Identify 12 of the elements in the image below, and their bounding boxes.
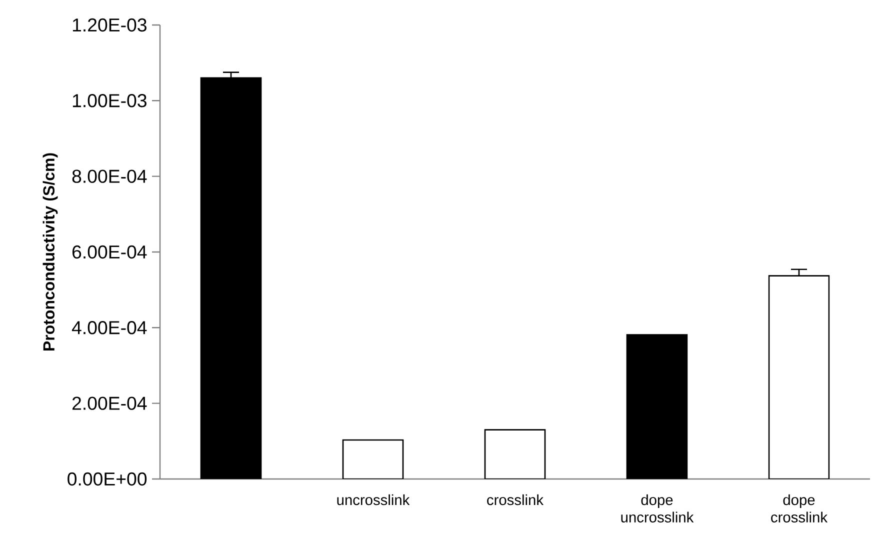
- y-tick-label: 8.00E-04: [72, 170, 147, 183]
- y-axis-title: Protonconductivity (S/cm): [42, 153, 58, 350]
- x-tick-label: uncrosslink: [337, 494, 410, 506]
- y-tick-label: 2.00E-04: [72, 396, 147, 410]
- y-tick-label: 0.00E+00: [68, 472, 147, 486]
- x-tick-label: dope crosslink: [771, 494, 828, 522]
- y-tick-label: 4.00E-04: [72, 321, 147, 334]
- x-tick-label: dope uncrosslink: [621, 494, 694, 522]
- y-tick-label: 6.00E-04: [72, 245, 147, 259]
- x-tick-label: crosslink: [487, 494, 544, 506]
- y-tick-label: 1.00E-03: [72, 94, 146, 108]
- y-tick-label: 1.20E-03: [72, 18, 146, 32]
